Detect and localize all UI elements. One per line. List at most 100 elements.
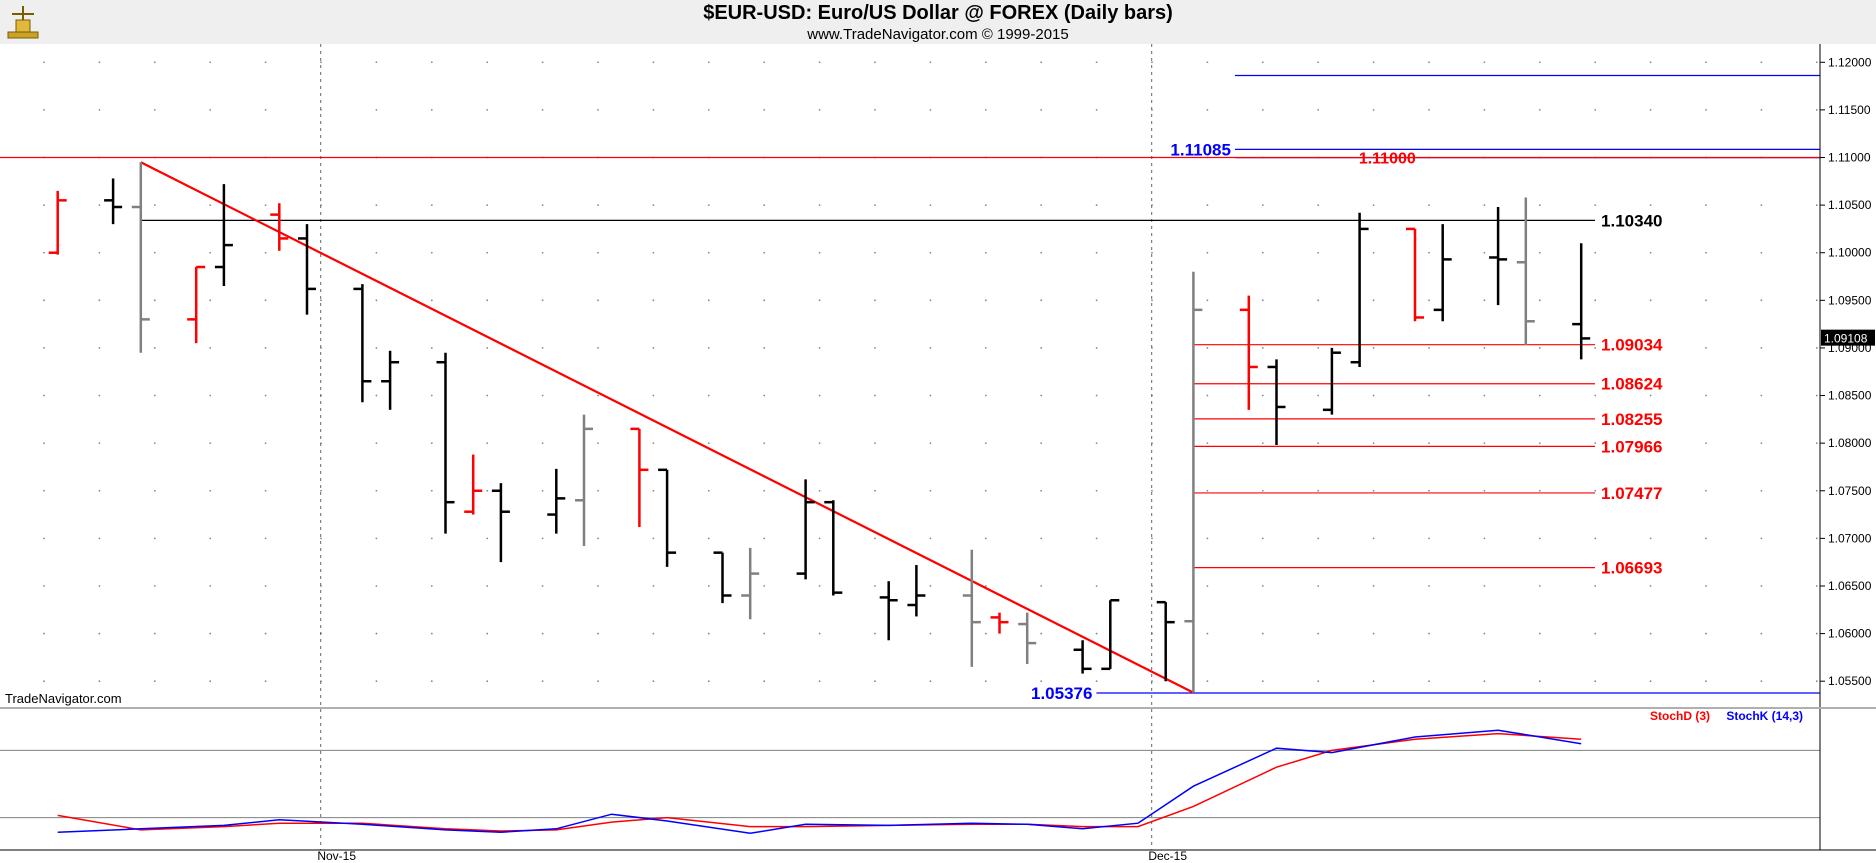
grid-dot bbox=[1095, 299, 1098, 302]
grid-dot bbox=[1040, 680, 1043, 683]
grid-dot bbox=[597, 632, 599, 635]
grid-dot bbox=[984, 680, 987, 683]
grid-dot bbox=[1760, 204, 1763, 207]
grid-dot bbox=[1705, 394, 1707, 397]
grid-dot bbox=[984, 537, 987, 540]
grid-dot bbox=[984, 394, 987, 397]
grid-dot bbox=[1040, 442, 1043, 445]
grid-dot bbox=[707, 108, 710, 111]
grid-dot bbox=[1594, 537, 1597, 540]
grid-dot bbox=[1206, 347, 1209, 349]
grid-dot bbox=[984, 299, 987, 302]
grid-dot bbox=[874, 489, 876, 492]
grid-dot bbox=[597, 347, 599, 349]
price-tick-label: 1.08500 bbox=[1828, 389, 1872, 403]
grid-dot bbox=[597, 251, 599, 254]
grid-dot bbox=[1428, 680, 1430, 683]
grid-dot bbox=[430, 680, 433, 683]
grid-dot bbox=[652, 251, 655, 254]
grid-dot bbox=[430, 632, 433, 635]
price-tick-label: 1.10000 bbox=[1828, 246, 1872, 260]
grid-dot bbox=[984, 108, 987, 111]
grid-dot bbox=[541, 347, 544, 349]
grid-dot bbox=[1594, 347, 1597, 349]
grid-dot bbox=[597, 299, 599, 302]
grid-dot bbox=[1594, 61, 1597, 64]
grid-dot bbox=[1261, 204, 1264, 207]
grid-dot bbox=[1040, 61, 1043, 64]
grid-dot bbox=[264, 489, 267, 492]
grid-dot bbox=[1317, 394, 1320, 397]
grid-dot bbox=[98, 347, 101, 349]
grid-dot bbox=[1317, 489, 1320, 492]
grid-dot bbox=[375, 442, 378, 445]
grid-dot bbox=[98, 204, 101, 207]
grid-dot bbox=[763, 108, 766, 111]
grid-dot bbox=[1428, 537, 1430, 540]
grid-dot bbox=[652, 394, 655, 397]
grid-dot bbox=[43, 632, 45, 635]
grid-dot bbox=[1095, 347, 1098, 349]
grid-dot bbox=[430, 537, 433, 540]
grid-dot bbox=[1206, 585, 1209, 587]
price-axis-background bbox=[1820, 44, 1876, 850]
grid-dot bbox=[707, 251, 710, 254]
grid-dot bbox=[1372, 108, 1375, 111]
ohlc-bars-layer bbox=[48, 162, 1591, 693]
grid-dot bbox=[984, 632, 987, 635]
grid-dot bbox=[153, 585, 156, 587]
grid-dot bbox=[1760, 632, 1763, 635]
grid-dot bbox=[818, 299, 821, 302]
x-tick-label: Nov-15 bbox=[317, 849, 356, 863]
grid-dot bbox=[1206, 394, 1209, 397]
grid-dot bbox=[1649, 442, 1652, 445]
grid-dot bbox=[1428, 108, 1430, 111]
grid-dot bbox=[707, 585, 710, 587]
grid-dot bbox=[1095, 537, 1098, 540]
grid-dot bbox=[153, 61, 156, 64]
grid-dot bbox=[763, 394, 766, 397]
grid-dot bbox=[1483, 680, 1486, 683]
grid-dot bbox=[1649, 347, 1652, 349]
grid-dot bbox=[264, 251, 267, 254]
grid-dot bbox=[541, 680, 544, 683]
grid-dot bbox=[209, 680, 212, 683]
grid-dot bbox=[153, 489, 156, 492]
grid-dot bbox=[1428, 442, 1430, 445]
grid-dot bbox=[264, 585, 267, 587]
grid-dot bbox=[1040, 108, 1043, 111]
grid-dot bbox=[652, 585, 655, 587]
grid-dot bbox=[763, 251, 766, 254]
grid-dot bbox=[929, 442, 932, 445]
grid-dot bbox=[1483, 61, 1486, 64]
grid-dot bbox=[818, 61, 821, 64]
grid-dot bbox=[1261, 442, 1264, 445]
grid-dot bbox=[375, 108, 378, 111]
grid-dot bbox=[763, 299, 766, 302]
grid-dot bbox=[874, 347, 876, 349]
grid-dot bbox=[1594, 632, 1597, 635]
grid-dot bbox=[98, 394, 101, 397]
grid-dot bbox=[1760, 108, 1763, 111]
grid-dot bbox=[1705, 347, 1707, 349]
grid-dot bbox=[707, 299, 710, 302]
grid-dot bbox=[1815, 537, 1818, 540]
grid-dot bbox=[209, 632, 212, 635]
grid-dot bbox=[1760, 61, 1763, 64]
grid-dot bbox=[929, 61, 932, 64]
grid-dot bbox=[153, 299, 156, 302]
grid-dot bbox=[1206, 299, 1209, 302]
chart-subtitle: www.TradeNavigator.com © 1999-2015 bbox=[807, 26, 1069, 43]
grid-dot bbox=[320, 489, 322, 492]
grid-dot bbox=[929, 489, 932, 492]
grid-dot bbox=[707, 632, 710, 635]
grid-dot bbox=[209, 299, 212, 302]
grid-dot bbox=[209, 394, 212, 397]
grid-dot bbox=[1372, 585, 1375, 587]
grid-dot bbox=[1095, 442, 1098, 445]
grid-dot bbox=[98, 442, 101, 445]
grid-dot bbox=[1705, 632, 1707, 635]
grid-dot bbox=[98, 632, 101, 635]
grid-dot bbox=[375, 680, 378, 683]
grid-dot bbox=[984, 251, 987, 254]
